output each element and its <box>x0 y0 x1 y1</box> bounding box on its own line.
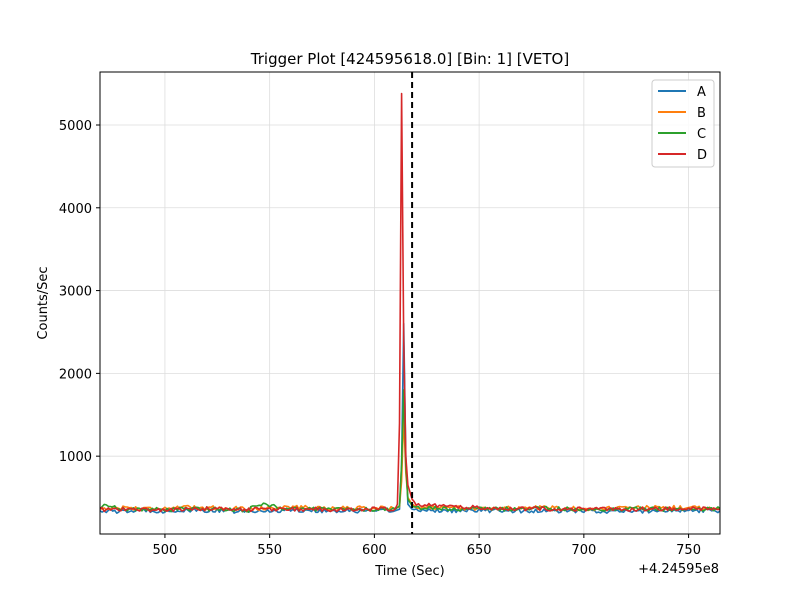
legend-box <box>651 79 715 168</box>
x-tick-label: 700 <box>571 543 596 558</box>
x-tick-label: 600 <box>362 543 387 558</box>
legend-label-b: B <box>697 106 706 121</box>
series-lines <box>99 92 721 515</box>
x-axis-ticks: 500 550 600 650 700 750 <box>153 534 701 558</box>
x-tick-label: 750 <box>676 543 701 558</box>
x-axis-label: Time (Sec) <box>374 564 445 579</box>
grid <box>100 72 720 534</box>
legend-label-d: D <box>697 148 707 163</box>
x-tick-label: 550 <box>257 543 282 558</box>
series-line-b <box>99 413 720 512</box>
y-tick-label: 2000 <box>59 367 92 382</box>
series-line-a <box>99 322 721 515</box>
legend-label-a: A <box>697 85 706 100</box>
y-axis-ticks: 1000 2000 3000 4000 5000 <box>59 119 100 465</box>
plot-frame <box>99 71 721 535</box>
y-tick-label: 3000 <box>59 285 92 300</box>
y-tick-label: 4000 <box>59 202 92 217</box>
x-tick-label: 650 <box>467 543 492 558</box>
series-line-d <box>99 92 721 513</box>
legend-label-c: C <box>697 127 706 142</box>
x-tick-label: 500 <box>153 543 178 558</box>
y-tick-label: 1000 <box>59 450 92 465</box>
y-tick-label: 5000 <box>59 119 92 134</box>
chart-title: Trigger Plot [424595618.0] [Bin: 1] [VET… <box>250 50 569 68</box>
y-axis-label: Counts/Sec <box>36 266 51 339</box>
x-axis-offset-label: +4.24595e8 <box>638 562 719 577</box>
